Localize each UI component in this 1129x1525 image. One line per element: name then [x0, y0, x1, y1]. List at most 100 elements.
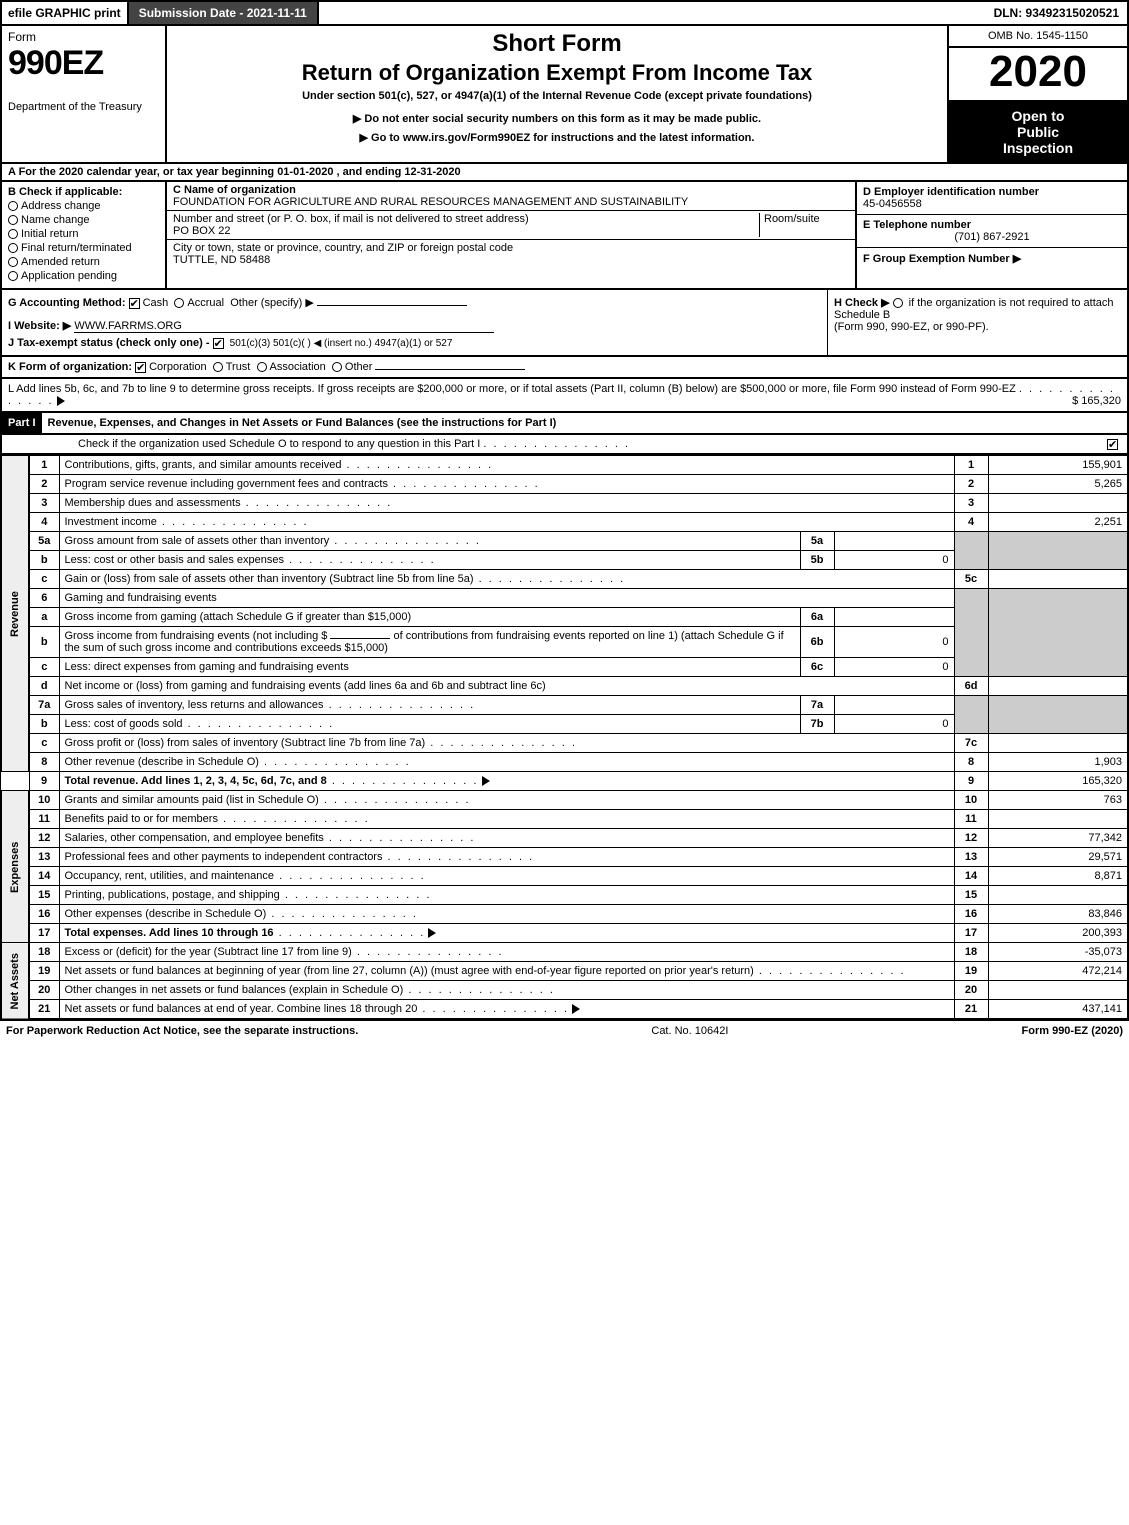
ssn-notice: ▶ Do not enter social security numbers o…: [175, 112, 939, 125]
section-l: L Add lines 5b, 6c, and 7b to line 9 to …: [0, 379, 1129, 413]
tax-year: 2020: [949, 48, 1127, 102]
header-title-block: Short Form Return of Organization Exempt…: [167, 26, 947, 162]
chk-schedule-b[interactable]: [893, 298, 903, 308]
section-g-i-j: G Accounting Method: Cash Accrual Other …: [2, 290, 827, 355]
line-19: 19 Net assets or fund balances at beginn…: [1, 962, 1128, 981]
section-i: I Website: ▶ WWW.FARRMS.ORG: [8, 319, 821, 333]
efile-label[interactable]: efile GRAPHIC print: [2, 4, 127, 22]
header-right-block: OMB No. 1545-1150 2020 Open to Public In…: [947, 26, 1127, 162]
line-5c: c Gain or (loss) from sale of assets oth…: [1, 570, 1128, 589]
form-header: Form 990EZ Department of the Treasury Sh…: [0, 26, 1129, 164]
tax-exempt-label: J Tax-exempt status (check only one) -: [8, 337, 210, 349]
expenses-side-label: Expenses: [1, 791, 29, 943]
accounting-label: G Accounting Method:: [8, 297, 126, 309]
open-public-box: Open to Public Inspection: [949, 102, 1127, 162]
section-h: H Check ▶ if the organization is not req…: [827, 290, 1127, 355]
chk-association[interactable]: [257, 362, 267, 372]
h-label: H Check ▶: [834, 297, 890, 309]
chk-501c3[interactable]: [213, 338, 224, 349]
chk-other[interactable]: [332, 362, 342, 372]
line-20: 20 Other changes in net assets or fund b…: [1, 981, 1128, 1000]
part1-header-row: Part I Revenue, Expenses, and Changes in…: [0, 413, 1129, 435]
l-text: L Add lines 5b, 6c, and 7b to line 9 to …: [8, 383, 1016, 395]
section-bcde: B Check if applicable: Address change Na…: [0, 182, 1129, 290]
chk-address-change[interactable]: Address change: [8, 200, 159, 212]
footer-spacer2: [728, 1025, 1021, 1037]
website-label: I Website: ▶: [8, 320, 71, 332]
phone-value: (701) 867-2921: [863, 231, 1121, 243]
section-j: J Tax-exempt status (check only one) - 5…: [8, 337, 821, 349]
line-21: 21 Net assets or fund balances at end of…: [1, 1000, 1128, 1020]
line-7c: c Gross profit or (loss) from sales of i…: [1, 734, 1128, 753]
group-exemption-label: F Group Exemption Number ▶: [863, 253, 1021, 265]
part1-check-dots: [483, 438, 630, 450]
h-text2: (Form 990, 990-EZ, or 990-PF).: [834, 321, 989, 333]
section-f: F Group Exemption Number ▶: [857, 248, 1127, 269]
arrow-icon: [57, 396, 65, 406]
page-footer: For Paperwork Reduction Act Notice, see …: [0, 1020, 1129, 1041]
section-c: C Name of organization FOUNDATION FOR AG…: [167, 182, 857, 288]
footer-catno: Cat. No. 10642I: [651, 1025, 728, 1037]
line-4: 4 Investment income 4 2,251: [1, 513, 1128, 532]
line-15: 15 Printing, publications, postage, and …: [1, 886, 1128, 905]
goto-link[interactable]: ▶ Go to www.irs.gov/Form990EZ for instru…: [175, 131, 939, 144]
line-3: 3 Membership dues and assessments 3: [1, 494, 1128, 513]
line-17: 17 Total expenses. Add lines 10 through …: [1, 924, 1128, 943]
line-18: Net Assets 18 Excess or (deficit) for th…: [1, 943, 1128, 962]
line-5a: 5a Gross amount from sale of assets othe…: [1, 532, 1128, 551]
6b-contrib-field[interactable]: [330, 638, 390, 639]
org-name-label: C Name of organization: [173, 184, 849, 196]
chk-name-change[interactable]: Name change: [8, 214, 159, 226]
k-label: K Form of organization:: [8, 361, 132, 373]
footer-right: Form 990-EZ (2020): [1022, 1025, 1123, 1037]
section-b: B Check if applicable: Address change Na…: [2, 182, 167, 288]
form-word: Form: [8, 30, 159, 44]
chk-schedule-o[interactable]: [1107, 439, 1118, 450]
ein-value: 45-0456558: [863, 198, 1121, 210]
open-line1: Open to: [953, 108, 1123, 124]
chk-final-return[interactable]: Final return/terminated: [8, 242, 159, 254]
open-line2: Public: [953, 124, 1123, 140]
line-1: Revenue 1 Contributions, gifts, grants, …: [1, 456, 1128, 475]
other-specify: Other (specify) ▶: [230, 297, 314, 309]
other-org-field[interactable]: [375, 369, 525, 370]
arrow-icon: [482, 776, 490, 786]
room-suite-label: Room/suite: [759, 213, 849, 237]
chk-corporation[interactable]: [135, 362, 146, 373]
other-specify-field[interactable]: [317, 305, 467, 306]
line-16: 16 Other expenses (describe in Schedule …: [1, 905, 1128, 924]
city-label: City or town, state or province, country…: [173, 242, 849, 254]
footer-left: For Paperwork Reduction Act Notice, see …: [6, 1025, 358, 1037]
line-6: 6 Gaming and fundraising events: [1, 589, 1128, 608]
line-2: 2 Program service revenue including gove…: [1, 475, 1128, 494]
chk-trust[interactable]: [213, 362, 223, 372]
part1-check-row: Check if the organization used Schedule …: [0, 435, 1129, 455]
line-8: 8 Other revenue (describe in Schedule O)…: [1, 753, 1128, 772]
part1-title: Revenue, Expenses, and Changes in Net As…: [42, 417, 1127, 429]
street-value: PO BOX 22: [173, 225, 230, 237]
department-label: Department of the Treasury: [8, 101, 159, 113]
arrow-icon: [428, 928, 436, 938]
submission-date: Submission Date - 2021-11-11: [127, 2, 319, 24]
omb-number: OMB No. 1545-1150: [949, 26, 1127, 48]
chk-amended-return[interactable]: Amended return: [8, 256, 159, 268]
line-10: Expenses 10 Grants and similar amounts p…: [1, 791, 1128, 810]
section-e: E Telephone number (701) 867-2921: [857, 215, 1127, 248]
form-id-block: Form 990EZ Department of the Treasury: [2, 26, 167, 162]
city-row: City or town, state or province, country…: [167, 240, 855, 268]
short-form-title: Short Form: [175, 30, 939, 58]
chk-accrual[interactable]: [174, 298, 184, 308]
city-value: TUTTLE, ND 58488: [173, 254, 849, 266]
chk-initial-return[interactable]: Initial return: [8, 228, 159, 240]
website-value[interactable]: WWW.FARRMS.ORG: [74, 320, 494, 333]
line-7a: 7a Gross sales of inventory, less return…: [1, 696, 1128, 715]
chk-cash[interactable]: [129, 298, 140, 309]
revenue-side-label: Revenue: [1, 456, 29, 772]
under-section-text: Under section 501(c), 527, or 4947(a)(1)…: [175, 90, 939, 102]
chk-application-pending[interactable]: Application pending: [8, 270, 159, 282]
line-13: 13 Professional fees and other payments …: [1, 848, 1128, 867]
street-label: Number and street (or P. O. box, if mail…: [173, 213, 529, 225]
line-14: 14 Occupancy, rent, utilities, and maint…: [1, 867, 1128, 886]
section-de: D Employer identification number 45-0456…: [857, 182, 1127, 288]
ein-label: D Employer identification number: [863, 186, 1121, 198]
